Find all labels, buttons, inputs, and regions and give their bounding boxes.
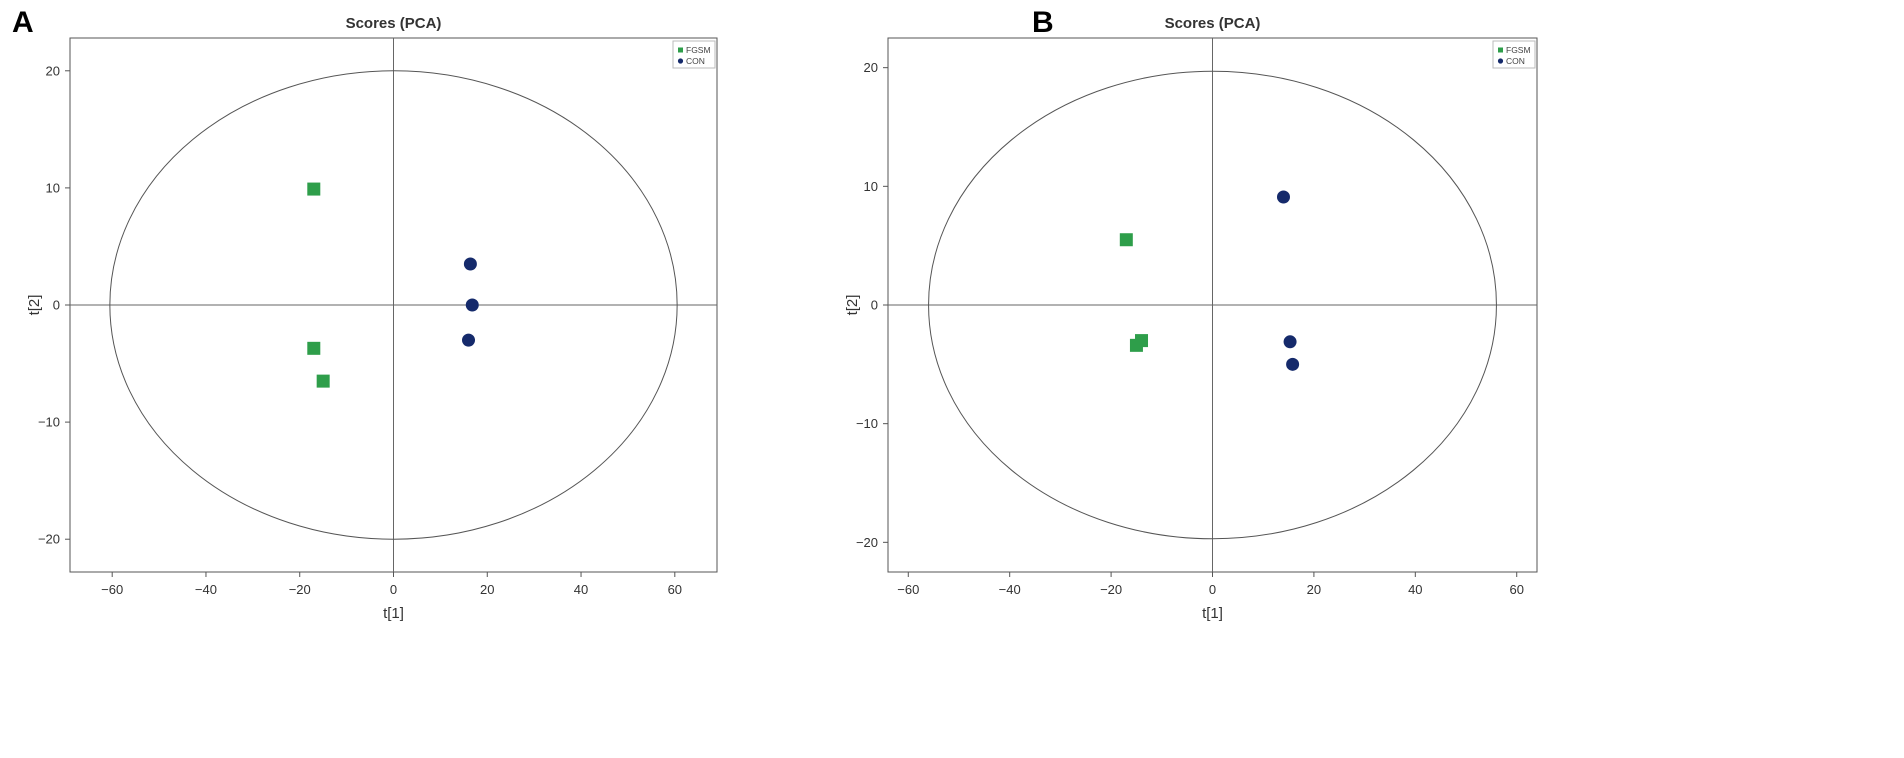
y-tick-label: 20 — [46, 63, 60, 78]
x-tick-label: 40 — [574, 582, 588, 597]
data-point-con — [1276, 190, 1290, 204]
legend-marker-fgsm — [1498, 47, 1503, 53]
legend-label-con: CON — [686, 56, 705, 66]
legend-marker-con — [677, 58, 684, 64]
y-tick-label: −10 — [38, 415, 60, 430]
y-tick-label: 20 — [864, 60, 878, 75]
y-tick-label: 10 — [46, 180, 60, 195]
y-tick-label: 0 — [871, 298, 878, 313]
data-point-fgsm — [1119, 233, 1133, 247]
confidence-ellipse — [109, 70, 678, 540]
y-axis-label: t[2] — [26, 295, 43, 316]
x-tick-label: −40 — [999, 582, 1021, 597]
x-tick-label: −60 — [101, 582, 123, 597]
data-point-fgsm — [1135, 334, 1149, 348]
data-point-fgsm — [307, 182, 321, 196]
legend-label-fgsm: FGSM — [1506, 45, 1531, 55]
pca-scores-chart-a: Scores (PCA) −60 −40 −20 0 20 40 60 −20 −10 0 10 20 t… — [26, 15, 718, 622]
pca-scores-chart-b: Scores (PCA) −60 −40 −20 0 20 40 60 −20 −10 0 10 20 t… — [844, 15, 1538, 622]
x-tick-label: 0 — [1209, 582, 1216, 597]
data-point-fgsm — [316, 374, 330, 388]
x-tick-label: 60 — [1509, 582, 1523, 597]
pca-panel-a: A Scores (PCA) −60 −40 −20 0 20 40 60 −20 −10 0 10 2… — [12, 6, 718, 622]
panel-label-a: A — [12, 6, 34, 39]
legend-marker-con — [1497, 58, 1504, 64]
y-tick-label: 0 — [53, 298, 60, 313]
legend-label-con: CON — [1506, 56, 1525, 66]
x-tick-label: 40 — [1408, 582, 1422, 597]
y-tick-label: 10 — [864, 179, 878, 194]
panel-label-b: B — [1032, 6, 1054, 39]
x-tick-label: −40 — [195, 582, 217, 597]
x-axis-label: t[1] — [383, 605, 404, 622]
legend-marker-fgsm — [678, 47, 683, 53]
x-tick-label: −60 — [897, 582, 919, 597]
data-point-con — [465, 298, 479, 312]
x-tick-label: 60 — [668, 582, 682, 597]
y-tick-label: −20 — [856, 535, 878, 550]
data-point-con — [463, 257, 477, 271]
chart-title: Scores (PCA) — [1165, 15, 1261, 32]
x-tick-label: −20 — [289, 582, 311, 597]
data-point-fgsm — [307, 341, 321, 355]
data-point-con — [1283, 335, 1297, 349]
x-axis-label: t[1] — [1202, 605, 1223, 622]
pca-panel-b: B Scores (PCA) −60 −40 −20 0 20 40 60 −20 −10 0 10 2… — [844, 0, 1904, 758]
y-axis-label: t[2] — [844, 295, 861, 316]
x-tick-label: 0 — [390, 582, 397, 597]
chart-title: Scores (PCA) — [346, 15, 442, 32]
confidence-ellipse — [928, 70, 1497, 540]
legend-label-fgsm: FGSM — [686, 45, 711, 55]
x-tick-label: 20 — [1307, 582, 1321, 597]
legend-box — [672, 40, 716, 69]
y-tick-label: −10 — [856, 416, 878, 431]
x-tick-label: 20 — [480, 582, 494, 597]
y-tick-label: −20 — [38, 532, 60, 547]
data-point-con — [1286, 357, 1300, 371]
data-point-con — [462, 333, 476, 347]
x-tick-label: −20 — [1100, 582, 1122, 597]
